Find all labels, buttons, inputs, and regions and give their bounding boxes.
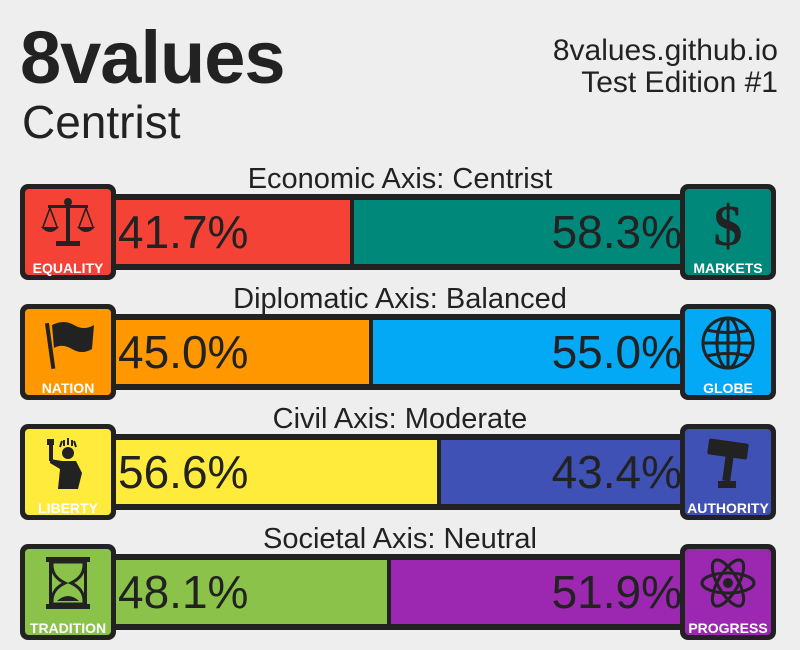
economic-axis: Economic Axis: Centrist 41.7% 58.3% EQUA…	[0, 163, 800, 290]
markets-badge: $ MARKETS	[680, 184, 776, 280]
axis-label: Societal Axis: Neutral	[262, 523, 537, 555]
axis-label: Civil Axis: Moderate	[272, 403, 528, 435]
societal-axis: Societal Axis: Neutral 48.1% 51.9% TRADI…	[0, 523, 800, 650]
progress-badge: PROGRESS	[680, 544, 776, 640]
left-percentage: 56.6%	[106, 440, 437, 504]
atom-icon	[700, 558, 756, 608]
axis-bar: 41.7% 58.3%	[100, 194, 700, 270]
icon-caption: MARKETS	[693, 260, 763, 276]
icon-caption: LIBERTY	[38, 500, 98, 516]
scales-icon	[41, 198, 95, 246]
liberty-badge: LIBERTY	[20, 424, 116, 520]
axis-label: Diplomatic Axis: Balanced	[233, 283, 567, 315]
equality-badge: EQUALITY	[20, 184, 116, 280]
right-percentage: 55.0%	[373, 320, 694, 384]
edition-label: Test Edition #1	[581, 66, 778, 99]
globe-badge: GLOBE	[680, 304, 776, 400]
tradition-badge: TRADITION	[20, 544, 116, 640]
icon-caption: EQUALITY	[32, 260, 104, 276]
icon-caption: NATION	[41, 380, 95, 396]
axis-bar: 45.0% 55.0%	[100, 314, 700, 390]
icon-caption: GLOBE	[703, 380, 753, 396]
svg-text:$: $	[714, 195, 743, 251]
statue-of-liberty-icon	[47, 438, 82, 489]
gavel-icon	[707, 438, 749, 488]
diplomatic-axis: Diplomatic Axis: Balanced 45.0% 55.0% NA…	[0, 283, 800, 410]
left-percentage: 45.0%	[106, 320, 369, 384]
app-title: 8values	[20, 16, 286, 99]
hourglass-icon	[46, 557, 90, 609]
dollar-icon: $	[714, 195, 743, 251]
axis-bar: 56.6% 43.4%	[100, 434, 700, 510]
icon-caption: TRADITION	[29, 620, 107, 636]
icon-caption: AUTHORITY	[687, 500, 769, 516]
left-percentage: 48.1%	[106, 560, 387, 624]
site-url: 8values.github.io	[552, 34, 778, 67]
right-percentage: 51.9%	[391, 560, 694, 624]
right-percentage: 43.4%	[441, 440, 694, 504]
right-percentage: 58.3%	[354, 200, 694, 264]
icon-caption: PROGRESS	[688, 620, 768, 636]
globe-icon	[701, 316, 755, 370]
axis-bar: 48.1% 51.9%	[100, 554, 700, 630]
civil-axis: Civil Axis: Moderate 56.6% 43.4% LIBERTY	[0, 403, 800, 530]
left-percentage: 41.7%	[106, 200, 350, 264]
flag-icon	[44, 322, 94, 370]
axis-label: Economic Axis: Centrist	[247, 163, 553, 195]
ideology-result: Centrist	[22, 96, 181, 148]
nation-badge: NATION	[20, 304, 116, 400]
authority-badge: AUTHORITY	[680, 424, 776, 520]
